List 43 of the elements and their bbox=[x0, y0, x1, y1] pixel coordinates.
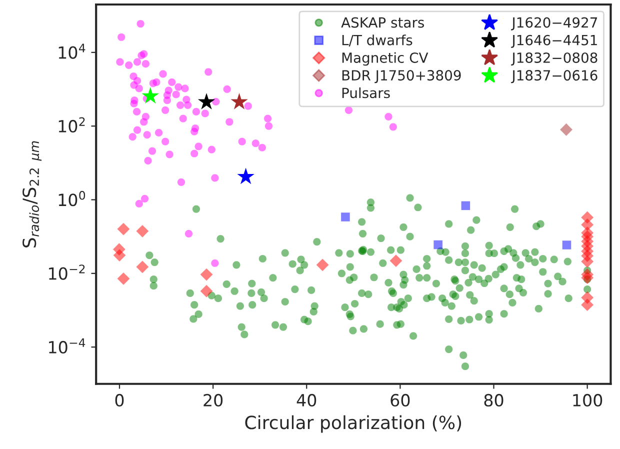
point bbox=[316, 258, 329, 272]
y-tick-label: 10$^{4}$ bbox=[58, 44, 86, 59]
point bbox=[117, 222, 130, 236]
point bbox=[200, 284, 213, 298]
legend-label: Magnetic CV bbox=[342, 52, 428, 66]
legend-label: L/T dwarfs bbox=[342, 34, 412, 46]
legend-label: J1832−0808 bbox=[511, 52, 598, 66]
y-tick-label: 10$^{0}$ bbox=[58, 190, 86, 206]
legend-label: ASKAP stars bbox=[341, 17, 424, 28]
point bbox=[390, 254, 402, 267]
point bbox=[562, 240, 572, 250]
y-tick-label: 10$^{2}$ bbox=[58, 117, 85, 133]
point bbox=[142, 87, 159, 104]
legend-label: J1646−4451 bbox=[511, 34, 597, 48]
x-tick-label: 100 bbox=[573, 394, 602, 407]
point bbox=[200, 268, 213, 281]
x-tick-label: 40 bbox=[296, 394, 316, 407]
x-tick-label: 80 bbox=[484, 394, 504, 407]
legend-label: Pulsars bbox=[342, 87, 390, 98]
y-axis-title: S$_{radio}$/S$_{2.2 μm}$ bbox=[22, 141, 42, 248]
point bbox=[198, 92, 216, 110]
point bbox=[136, 260, 149, 274]
x-axis-title: Circular polarization (%) bbox=[245, 415, 462, 433]
point bbox=[461, 201, 470, 210]
point bbox=[237, 168, 254, 184]
legend-label: J1837−0616 bbox=[511, 70, 598, 84]
point bbox=[117, 272, 130, 285]
y-tick-label: 10$^{−4}$ bbox=[49, 338, 86, 354]
x-tick-label: 0 bbox=[115, 394, 124, 407]
point bbox=[560, 123, 572, 136]
point bbox=[581, 298, 594, 312]
point bbox=[136, 224, 149, 238]
point bbox=[581, 272, 594, 284]
point bbox=[230, 92, 248, 110]
legend-label: J1620−4927 bbox=[511, 17, 598, 30]
y-tick-label: 10$^{−2}$ bbox=[49, 264, 85, 280]
legend-label: BDR J1750+3809 bbox=[342, 70, 461, 84]
point bbox=[341, 212, 350, 222]
point bbox=[113, 249, 126, 262]
point bbox=[434, 240, 442, 250]
x-tick-label: 20 bbox=[204, 394, 223, 407]
point bbox=[581, 255, 594, 268]
x-tick-label: 60 bbox=[390, 394, 410, 407]
